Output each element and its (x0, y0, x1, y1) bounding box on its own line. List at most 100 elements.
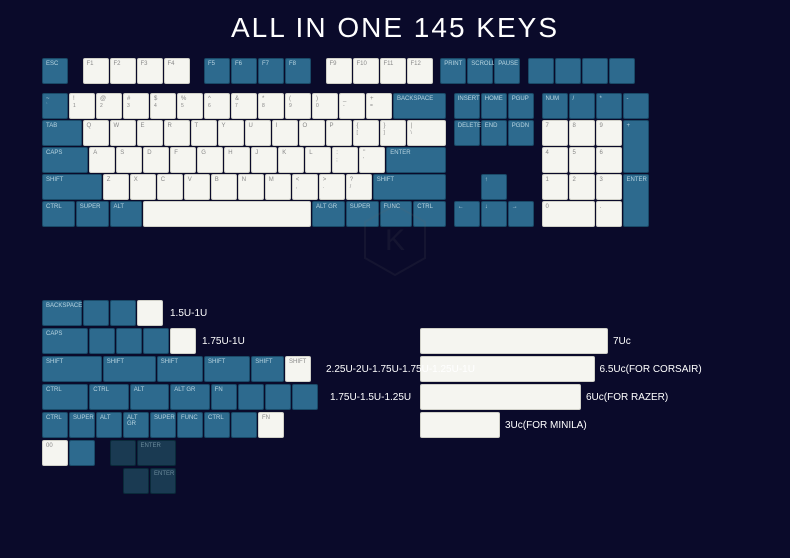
spacebar-key (420, 412, 500, 438)
key: |\ (407, 120, 447, 146)
key: N (238, 174, 264, 200)
key: CTRL (42, 412, 68, 438)
key: ALT GR (312, 201, 345, 227)
key (231, 412, 257, 438)
key: DELETE (454, 120, 480, 146)
key: ESC (42, 58, 68, 84)
key: *8 (258, 93, 284, 119)
key: 3 (596, 174, 622, 200)
key: {[ (353, 120, 379, 146)
key: 0 (542, 201, 595, 227)
key (83, 300, 109, 326)
key (143, 328, 169, 354)
key (89, 328, 115, 354)
spacebar-label: 6.5Uc(FOR CORSAIR) (600, 364, 702, 375)
key: _- (339, 93, 365, 119)
key: (9 (285, 93, 311, 119)
key: F5 (204, 58, 230, 84)
key: PGUP (508, 93, 534, 119)
key: F11 (380, 58, 406, 84)
size-annotation: 1.5U-1U (170, 308, 207, 319)
key: PRINT (440, 58, 466, 84)
key: !1 (69, 93, 95, 119)
key: ALT (130, 384, 170, 410)
key: 2 (569, 174, 595, 200)
key: F7 (258, 58, 284, 84)
key: }] (380, 120, 406, 146)
key: V (184, 174, 210, 200)
key (292, 384, 318, 410)
key: BACKSPACE (42, 300, 82, 326)
key: SHIFT (103, 356, 156, 382)
key: FN (258, 412, 284, 438)
key: R (164, 120, 190, 146)
key: SHIFT (42, 174, 102, 200)
key: <, (292, 174, 318, 200)
key: %5 (177, 93, 203, 119)
key (582, 58, 608, 84)
key: C (157, 174, 183, 200)
svg-text:K: K (385, 224, 405, 257)
size-annotation: 2.25U-2U-1.75U-1.75U-1.25U-1U (326, 364, 475, 375)
key: ~` (42, 93, 68, 119)
key: P (326, 120, 352, 146)
key: F6 (231, 58, 257, 84)
key: F2 (110, 58, 136, 84)
key: Z (103, 174, 129, 200)
key: 7 (542, 120, 568, 146)
key: D (143, 147, 169, 173)
key: ENTER (623, 174, 649, 227)
key: @2 (96, 93, 122, 119)
key: CTRL (42, 384, 88, 410)
size-annotation: 1.75U-1U (202, 336, 245, 347)
key: ↓ (481, 201, 507, 227)
key: SCROLL (467, 58, 493, 84)
key: 9 (596, 120, 622, 146)
key: ALT (110, 201, 143, 227)
key (265, 384, 291, 410)
watermark-icon: K (360, 200, 430, 285)
key: CAPS (42, 147, 88, 173)
key (69, 440, 95, 466)
key: . (596, 201, 622, 227)
key: ↑ (481, 174, 507, 200)
key: SHIFT (373, 174, 446, 200)
key: F3 (137, 58, 163, 84)
key: CTRL (89, 384, 129, 410)
page-title: ALL IN ONE 145 KEYS (0, 0, 790, 44)
spacebar-label: 3Uc(FOR MINILA) (505, 420, 587, 431)
key: K (278, 147, 304, 173)
key: → (508, 201, 534, 227)
key: Q (83, 120, 109, 146)
key: SHIFT (285, 356, 311, 382)
key: #3 (123, 93, 149, 119)
key: SUPER (69, 412, 95, 438)
key (528, 58, 554, 84)
key (123, 468, 149, 494)
key: FUNC (177, 412, 203, 438)
key: HOME (481, 93, 507, 119)
key: 6 (596, 147, 622, 173)
key: O (299, 120, 325, 146)
key: S (116, 147, 142, 173)
key (143, 201, 311, 227)
key: >. (319, 174, 345, 200)
key (170, 328, 196, 354)
key: &7 (231, 93, 257, 119)
key: ENTER (137, 440, 177, 466)
key: G (197, 147, 223, 173)
key: 8 (569, 120, 595, 146)
key: F10 (353, 58, 379, 84)
key: ENTER (386, 147, 446, 173)
key (110, 300, 136, 326)
key: ^6 (204, 93, 230, 119)
key: I (272, 120, 298, 146)
key: NUM (542, 93, 568, 119)
spacebar-label: 7Uc (613, 336, 631, 347)
key: F4 (164, 58, 190, 84)
key: += (366, 93, 392, 119)
key: + (623, 120, 649, 173)
spacebar-key (420, 384, 581, 410)
key: F (170, 147, 196, 173)
key: INSERT (454, 93, 480, 119)
